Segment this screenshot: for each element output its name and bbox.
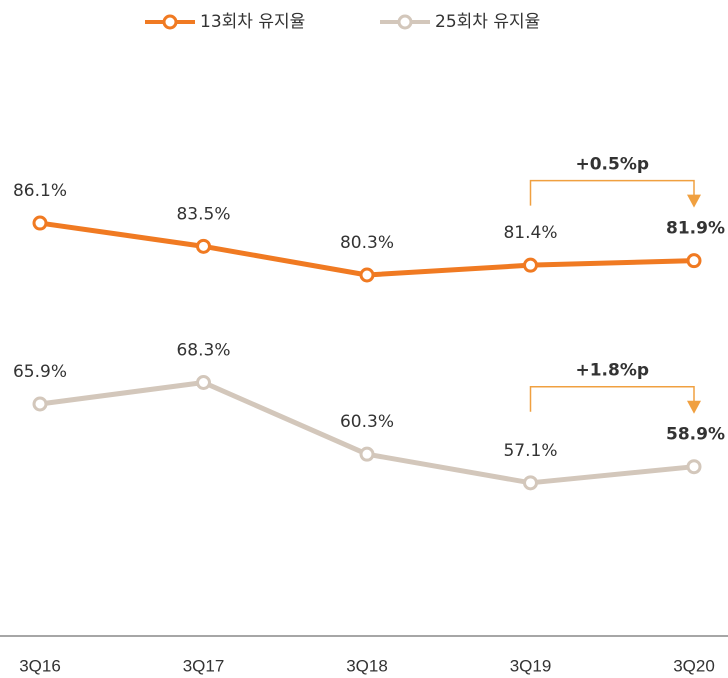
series-line <box>39 379 695 486</box>
data-label: 81.4% <box>503 223 557 243</box>
legend-label: 25회차 유지율 <box>435 12 540 32</box>
point <box>32 396 48 412</box>
point <box>32 215 48 231</box>
data-label: 80.3% <box>340 233 394 253</box>
x-tick-label: 3Q17 <box>183 656 225 675</box>
legend-label: 13회차 유지율 <box>200 12 305 32</box>
bracket-arrow <box>687 400 701 414</box>
x-tick-label: 3Q20 <box>673 656 715 675</box>
bracket <box>529 179 695 206</box>
legend-marker <box>162 14 178 30</box>
data-label: 83.5% <box>176 204 230 224</box>
point <box>196 374 211 390</box>
data-label: 58.9% <box>666 425 725 445</box>
x-tick-label: 3Q19 <box>510 656 552 675</box>
point <box>686 253 702 269</box>
data-label: 57.1% <box>503 441 557 461</box>
point <box>196 238 211 254</box>
data-label: 60.3% <box>340 412 394 432</box>
point <box>523 257 538 273</box>
x-tick-label: 3Q16 <box>19 656 61 675</box>
point <box>523 475 538 491</box>
data-label: 86.1% <box>13 181 67 201</box>
point <box>359 267 375 283</box>
bracket <box>529 385 695 412</box>
data-label: 65.9% <box>13 362 67 382</box>
bracket-arrow <box>687 194 701 208</box>
point <box>359 446 375 462</box>
data-label: 68.3% <box>176 340 230 360</box>
annotation: +0.5%p <box>575 155 649 175</box>
legend-marker <box>397 14 413 30</box>
x-tick-label: 3Q18 <box>346 656 388 675</box>
point <box>686 459 702 475</box>
annotation: +1.8%p <box>575 361 649 381</box>
data-label: 81.9% <box>666 219 725 239</box>
